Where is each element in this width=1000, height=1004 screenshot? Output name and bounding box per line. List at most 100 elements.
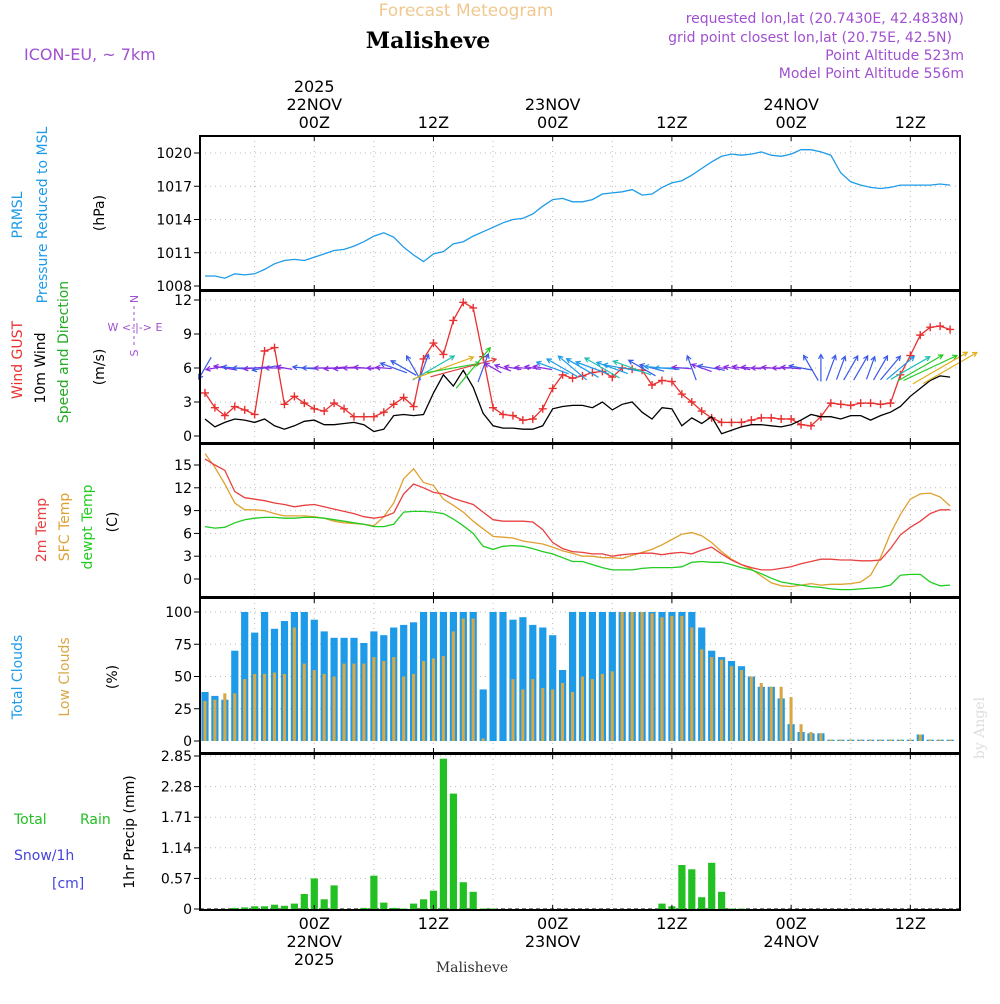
total-clouds-label: Total Clouds xyxy=(10,635,26,720)
gust-marker xyxy=(548,384,557,393)
low-cloud-bar xyxy=(739,670,743,741)
total-cloud-bar xyxy=(519,617,527,741)
wind-direction-arrow xyxy=(595,361,629,375)
location-title: Malisheve xyxy=(366,28,490,54)
precip-bar xyxy=(241,907,249,909)
y-tick-label: 2.28 xyxy=(161,780,192,796)
x-tick-label-top: 23NOV xyxy=(525,95,581,114)
x-tick-label-bottom: 22NOV xyxy=(286,932,342,951)
y-tick-label: 15 xyxy=(174,458,192,474)
low-cloud-bar xyxy=(402,676,406,741)
low-cloud-bar xyxy=(640,612,644,741)
gust-marker xyxy=(946,325,955,334)
gust-marker xyxy=(220,411,229,420)
wind-direction-arrow xyxy=(627,359,656,377)
low-cloud-bar xyxy=(382,661,386,741)
low-cloud-bar xyxy=(620,612,624,741)
total-cloud-bar xyxy=(549,635,557,741)
gust-marker xyxy=(876,400,885,409)
gust-marker xyxy=(489,403,498,412)
gust-marker xyxy=(389,400,398,409)
precip-bar xyxy=(400,908,408,910)
low-cloud-bar xyxy=(700,649,704,741)
wind-direction-arrow xyxy=(853,354,869,381)
precip-bar xyxy=(231,907,239,909)
wind-direction-arrow xyxy=(803,354,819,381)
x-tick-label-bottom: 12Z xyxy=(418,914,449,933)
x-tick-label-bottom: 12Z xyxy=(656,914,687,933)
wind-direction-arrow xyxy=(671,364,692,371)
gust-marker xyxy=(310,404,319,413)
total-cloud-bar xyxy=(499,612,507,741)
wind-direction-arrow xyxy=(697,363,726,371)
total-cloud-bar xyxy=(241,612,249,741)
low-clouds-label: Low Clouds xyxy=(57,637,73,716)
gust-marker xyxy=(369,412,378,421)
wind-direction-arrow xyxy=(405,354,422,381)
x-tick-label-top: 00Z xyxy=(299,113,330,132)
wind-direction-arrow xyxy=(612,359,652,376)
sfc-temp-label: SFC Temp xyxy=(57,493,73,562)
precip-bar xyxy=(330,885,338,909)
y-tick-label: 1.14 xyxy=(161,841,192,857)
total-label: Total xyxy=(13,812,47,828)
wind-direction-arrow xyxy=(455,346,491,389)
precip-unit: 1hr Precip (mm) xyxy=(122,775,138,888)
low-cloud-bar xyxy=(948,739,952,741)
y-tick-label: 1020 xyxy=(156,146,192,162)
low-cloud-bar xyxy=(928,739,932,741)
temp2m-label: 2m Temp xyxy=(34,498,50,562)
low-cloud-bar xyxy=(272,672,276,741)
gust-marker xyxy=(648,381,657,389)
x-tick-label-top: 22NOV xyxy=(286,95,342,114)
gust-marker xyxy=(787,415,796,423)
wind-direction-arrow xyxy=(483,362,502,374)
low-cloud-bar xyxy=(412,673,416,741)
y-tick-label: 3 xyxy=(183,549,192,565)
x-tick-label-bottom: 12Z xyxy=(895,914,926,933)
wind-direction-arrow xyxy=(477,352,490,383)
low-cloud-bar xyxy=(571,692,575,741)
gust-marker xyxy=(757,413,766,422)
gust-marker xyxy=(409,402,418,411)
wind-label: 10m Wind xyxy=(33,332,49,403)
low-cloud-bar xyxy=(551,689,555,741)
wind-direction-arrow xyxy=(903,354,959,382)
gust-marker xyxy=(508,411,517,420)
x-tick-label-bottom: 00Z xyxy=(299,914,330,933)
low-cloud-bar xyxy=(729,666,733,741)
precip-bar xyxy=(439,758,447,909)
gust-marker xyxy=(916,331,925,340)
pressure-unit: (hPa) xyxy=(92,195,108,231)
low-cloud-bar xyxy=(223,693,227,741)
low-cloud-bar xyxy=(938,739,942,741)
precip-bar xyxy=(718,891,726,909)
low-cloud-bar xyxy=(859,739,863,741)
y-tick-label: 6 xyxy=(183,361,192,377)
model-altitude: Model Point Altitude 556m xyxy=(779,66,964,82)
gust-marker xyxy=(767,413,776,422)
low-cloud-bar xyxy=(362,663,366,741)
precip-bar xyxy=(708,862,716,909)
gust-marker xyxy=(469,303,478,312)
direction-label: Speed and Direction xyxy=(56,281,72,423)
gust-marker xyxy=(926,323,935,332)
low-cloud-bar xyxy=(511,679,515,741)
gust-marker xyxy=(826,399,835,408)
pressure-label: Pressure Reduced to MSL xyxy=(35,126,51,303)
low-cloud-bar xyxy=(561,683,565,741)
wind-direction-arrow xyxy=(379,361,408,374)
gust-marker xyxy=(866,399,875,408)
gust-marker xyxy=(499,410,508,419)
y-tick-label: 9 xyxy=(183,504,192,520)
wind-direction-arrow xyxy=(638,363,665,372)
precip-bar xyxy=(420,899,428,909)
low-cloud-bar xyxy=(213,699,217,741)
low-cloud-bar xyxy=(849,739,853,741)
precip-bar xyxy=(737,908,746,910)
low-cloud-bar xyxy=(819,733,823,741)
low-cloud-bar xyxy=(690,627,694,741)
low-cloud-bar xyxy=(650,613,654,741)
gust-marker xyxy=(568,374,577,383)
